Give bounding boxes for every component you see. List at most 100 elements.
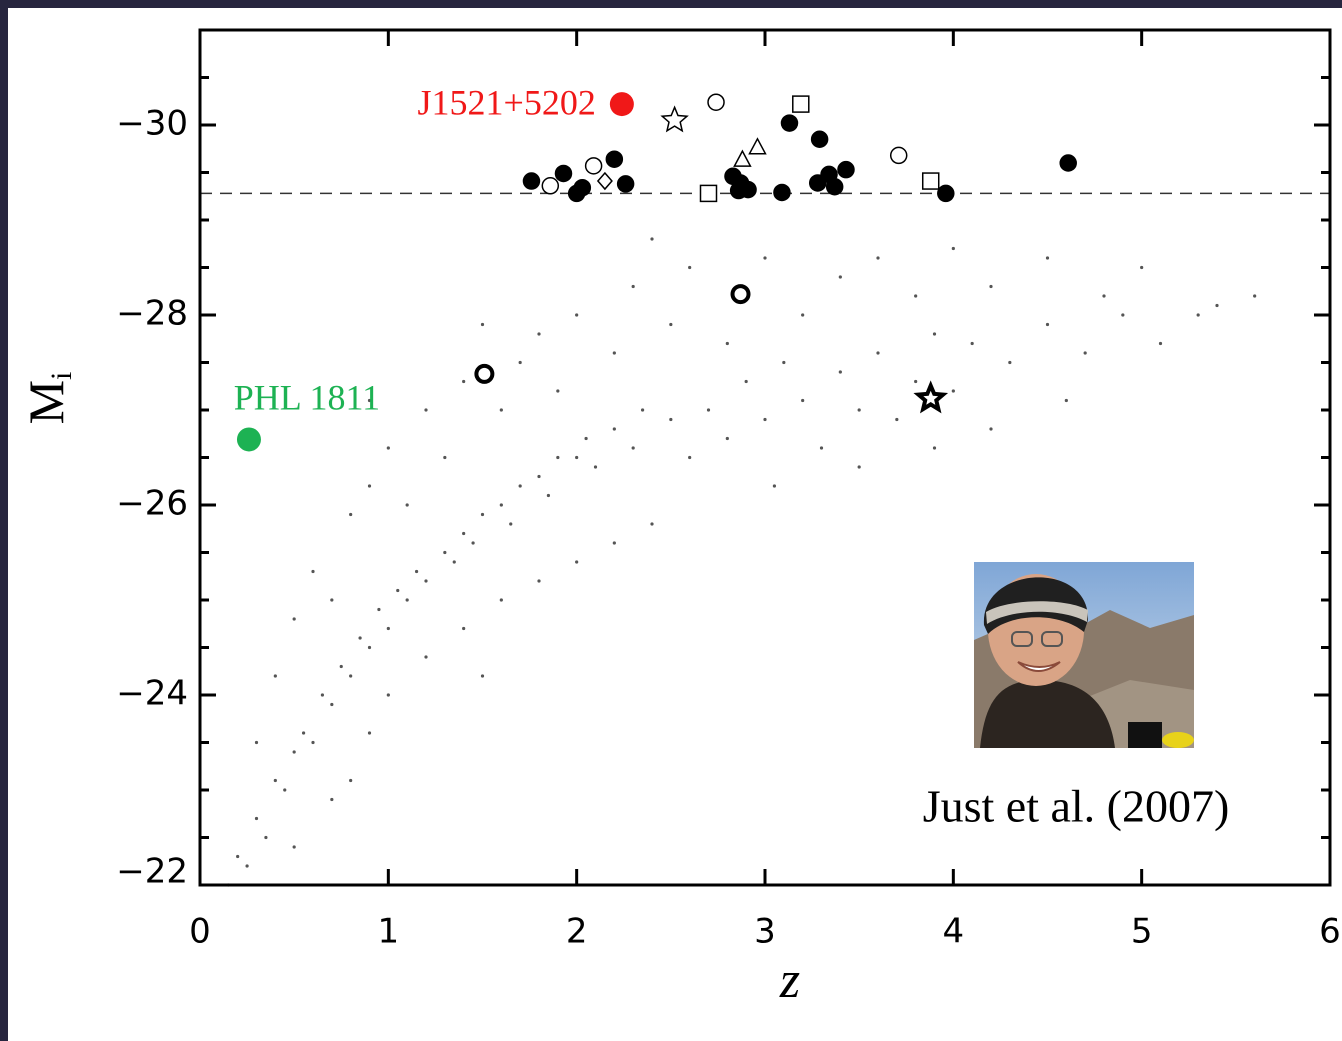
data-dot	[330, 598, 334, 602]
data-point	[699, 184, 718, 203]
data-dot	[951, 389, 955, 393]
data-dot	[688, 455, 692, 460]
data-dot	[744, 379, 748, 384]
data-dot	[480, 512, 485, 517]
data-dot	[349, 512, 353, 517]
data-dot	[857, 465, 861, 469]
data-point	[1059, 154, 1077, 172]
data-dot	[320, 693, 325, 697]
data-dot	[857, 408, 861, 412]
data-point	[773, 183, 791, 202]
data-point	[616, 175, 635, 193]
data-dot	[358, 636, 362, 640]
data-dot	[782, 360, 786, 365]
data-dot	[462, 379, 466, 384]
data-dot	[273, 674, 277, 678]
data-dot	[932, 446, 937, 450]
data-dot	[424, 655, 428, 659]
data-dot	[669, 322, 673, 327]
data-dot	[876, 256, 880, 260]
data-dot	[801, 313, 805, 317]
data-dot	[1064, 398, 1068, 403]
x-tick-label: 0	[189, 912, 211, 952]
background	[8, 8, 1342, 1041]
data-dot	[396, 588, 400, 593]
data-point	[837, 160, 855, 179]
data-dot	[330, 702, 334, 707]
data-dot	[283, 788, 287, 792]
data-dot	[424, 408, 428, 412]
x-tick-label: 1	[378, 912, 400, 952]
data-dot	[593, 465, 598, 469]
data-dot	[245, 864, 249, 868]
data-dot	[301, 731, 306, 735]
data-dot	[386, 626, 390, 631]
data-dot	[518, 360, 522, 365]
data-dot	[367, 645, 372, 650]
data-dot	[895, 417, 899, 422]
data-dot	[989, 284, 993, 289]
data-dot	[838, 275, 842, 279]
data-dot	[575, 560, 579, 564]
data-point	[573, 178, 592, 197]
data-dot	[367, 731, 372, 735]
data-dot	[1121, 313, 1125, 317]
data-point	[792, 95, 810, 113]
annotation: Just et al. (2007)	[923, 781, 1230, 832]
data-dot	[819, 446, 824, 450]
data-point	[780, 114, 799, 132]
data-point	[937, 184, 955, 203]
data-dot	[311, 569, 315, 574]
data-dot	[330, 797, 334, 802]
data-dot	[367, 484, 372, 488]
data-dot	[349, 778, 353, 783]
data-point	[730, 284, 751, 305]
data-dot	[612, 541, 616, 545]
data-dot	[669, 417, 673, 422]
data-dot	[471, 541, 475, 545]
data-dot	[631, 284, 635, 289]
x-tick-label: 2	[566, 912, 588, 952]
data-point	[584, 157, 603, 175]
data-dot	[462, 626, 466, 631]
data-point	[554, 164, 573, 183]
data-dot	[405, 503, 409, 507]
data-dot	[706, 408, 711, 412]
data-point	[731, 174, 750, 192]
data-dot	[556, 389, 560, 393]
data-dot	[876, 351, 880, 355]
data-dot	[480, 322, 485, 327]
data-dot	[1158, 341, 1163, 346]
y-axis-label-main: M	[18, 380, 74, 424]
data-dot	[989, 427, 993, 431]
data-dot	[292, 750, 296, 754]
data-dot	[763, 256, 767, 260]
y-tick-label: −22	[116, 852, 188, 892]
x-tick-label: 6	[1319, 912, 1341, 952]
data-dot	[518, 484, 522, 488]
data-dot	[405, 598, 409, 602]
data-dot	[311, 740, 315, 745]
data-dot	[631, 446, 635, 450]
y-tick-label: −28	[116, 294, 188, 334]
data-dot	[1083, 351, 1087, 355]
data-dot	[1196, 313, 1200, 317]
data-dot	[499, 503, 503, 507]
data-dot	[273, 778, 277, 783]
data-dot	[443, 455, 447, 460]
data-point	[596, 171, 613, 191]
data-dot	[339, 664, 343, 669]
y-tick-label: −30	[116, 104, 188, 144]
data-dot	[1102, 294, 1106, 298]
data-dot	[1045, 256, 1050, 260]
data-dot	[499, 598, 503, 602]
data-dot	[443, 550, 447, 555]
data-dot	[292, 617, 296, 621]
data-point	[825, 178, 844, 196]
y-axis-label: Mi	[18, 372, 77, 425]
data-point	[660, 105, 689, 133]
data-dot	[951, 246, 955, 251]
data-point	[474, 363, 495, 384]
